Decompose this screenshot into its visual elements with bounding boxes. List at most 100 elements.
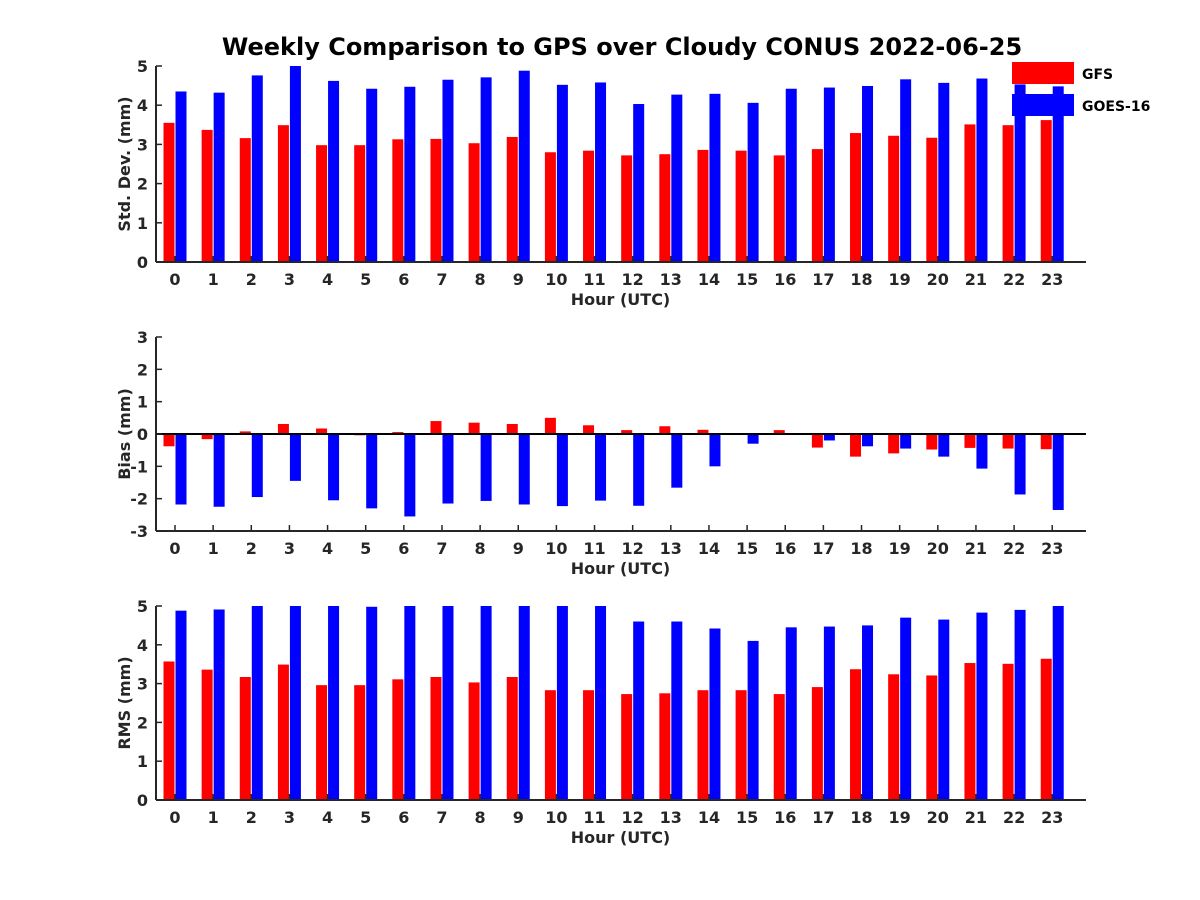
xlabel-stddev: Hour (UTC)	[571, 290, 671, 309]
xtick-label-bias: 8	[475, 539, 486, 558]
bar-rms-goes16-2	[251, 606, 263, 800]
xtick-label-bias: 15	[736, 539, 758, 558]
xtick-label-stddev: 3	[284, 270, 295, 289]
xtick-label-rms: 16	[774, 808, 796, 827]
bar-stddev-goes16-10	[556, 84, 568, 262]
xtick-label-stddev: 20	[927, 270, 949, 289]
xtick-label-bias: 20	[927, 539, 949, 558]
legend-swatch-gfs	[1012, 62, 1074, 84]
bar-bias-goes16-13	[671, 434, 683, 488]
xtick-label-bias: 17	[812, 539, 834, 558]
bar-bias-gfs-7	[430, 421, 442, 434]
xtick-label-bias: 6	[398, 539, 409, 558]
bar-stddev-goes16-4	[328, 80, 340, 263]
bar-stddev-goes16-20	[938, 82, 950, 262]
bar-bias-goes16-20	[938, 434, 950, 457]
bar-bias-gfs-17	[811, 434, 823, 448]
bar-bias-goes16-15	[747, 434, 759, 444]
ytick-label-rms: 0	[137, 791, 148, 810]
xtick-label-stddev: 4	[322, 270, 333, 289]
xtick-label-bias: 16	[774, 539, 796, 558]
xtick-label-rms: 20	[927, 808, 949, 827]
xlabel-bias: Hour (UTC)	[571, 559, 671, 578]
bar-bias-goes16-10	[556, 434, 568, 507]
bar-bias-gfs-21	[964, 434, 976, 448]
bar-rms-goes16-8	[480, 606, 492, 800]
ytick-label-stddev: 1	[137, 214, 148, 233]
legend-label-goes16: GOES-16	[1082, 99, 1150, 115]
xtick-label-stddev: 0	[169, 270, 180, 289]
bar-stddev-gfs-18	[850, 133, 862, 262]
bar-rms-gfs-1	[201, 669, 213, 800]
ytick-label-stddev: 2	[137, 175, 148, 194]
xtick-label-rms: 4	[322, 808, 333, 827]
bar-bias-gfs-2	[239, 431, 251, 434]
xtick-label-rms: 11	[583, 808, 605, 827]
xtick-label-stddev: 23	[1041, 270, 1063, 289]
xtick-label-bias: 7	[436, 539, 447, 558]
bar-stddev-gfs-6	[392, 139, 404, 262]
bar-bias-goes16-14	[709, 434, 721, 467]
xtick-label-stddev: 15	[736, 270, 758, 289]
ytick-label-bias: 2	[137, 360, 148, 379]
bar-rms-goes16-14	[709, 628, 721, 800]
xtick-label-bias: 13	[660, 539, 682, 558]
series-stddev-goes16	[175, 66, 1064, 263]
bar-stddev-gfs-19	[888, 135, 900, 262]
ytick-label-stddev: 4	[137, 96, 148, 115]
xtick-label-stddev: 9	[513, 270, 524, 289]
xtick-label-bias: 18	[850, 539, 872, 558]
bar-stddev-gfs-1	[201, 129, 213, 262]
ytick-label-rms: 3	[137, 675, 148, 694]
bar-stddev-gfs-2	[239, 138, 251, 262]
bar-bias-goes16-1	[213, 434, 225, 507]
ytick-label-stddev: 5	[137, 57, 148, 76]
xtick-label-rms: 23	[1041, 808, 1063, 827]
ytick-label-bias: 1	[137, 393, 148, 412]
bar-rms-goes16-0	[175, 610, 187, 800]
bar-rms-goes16-21	[976, 612, 988, 800]
xtick-label-stddev: 19	[889, 270, 911, 289]
bar-stddev-gfs-7	[430, 138, 442, 262]
bar-rms-goes16-3	[289, 606, 301, 800]
xtick-label-rms: 12	[622, 808, 644, 827]
xtick-label-rms: 7	[436, 808, 447, 827]
bar-stddev-gfs-5	[354, 145, 366, 262]
bar-stddev-gfs-9	[506, 136, 518, 262]
bar-rms-goes16-9	[518, 606, 530, 800]
series-rms-goes16	[175, 606, 1064, 800]
bar-bias-gfs-18	[850, 434, 862, 457]
bar-rms-goes16-10	[556, 606, 568, 800]
bar-stddev-gfs-4	[316, 145, 328, 262]
bar-rms-goes16-7	[442, 606, 454, 800]
legend-label-gfs: GFS	[1082, 67, 1113, 83]
xtick-label-bias: 10	[545, 539, 567, 558]
bar-bias-gfs-8	[468, 422, 480, 434]
xtick-label-rms: 5	[360, 808, 371, 827]
bar-stddev-gfs-10	[544, 152, 556, 262]
xtick-label-stddev: 12	[622, 270, 644, 289]
xtick-label-rms: 9	[513, 808, 524, 827]
bar-bias-goes16-2	[251, 434, 263, 498]
bar-stddev-goes16-3	[289, 66, 301, 262]
ytick-label-stddev: 0	[137, 253, 148, 272]
bar-bias-goes16-19	[900, 434, 912, 449]
series-stddev-gfs	[163, 120, 1052, 262]
xtick-label-stddev: 18	[850, 270, 872, 289]
bar-rms-gfs-14	[697, 690, 709, 800]
xtick-label-rms: 2	[246, 808, 257, 827]
xtick-label-bias: 5	[360, 539, 371, 558]
series-bias-goes16	[175, 434, 1064, 517]
xtick-label-stddev: 13	[660, 270, 682, 289]
bar-stddev-goes16-8	[480, 77, 492, 263]
bar-bias-gfs-13	[659, 426, 671, 434]
xtick-label-rms: 21	[965, 808, 987, 827]
bar-bias-goes16-7	[442, 434, 454, 504]
bar-rms-gfs-18	[850, 669, 862, 800]
xtick-label-rms: 19	[889, 808, 911, 827]
xtick-label-rms: 6	[398, 808, 409, 827]
bar-rms-goes16-6	[404, 606, 416, 800]
